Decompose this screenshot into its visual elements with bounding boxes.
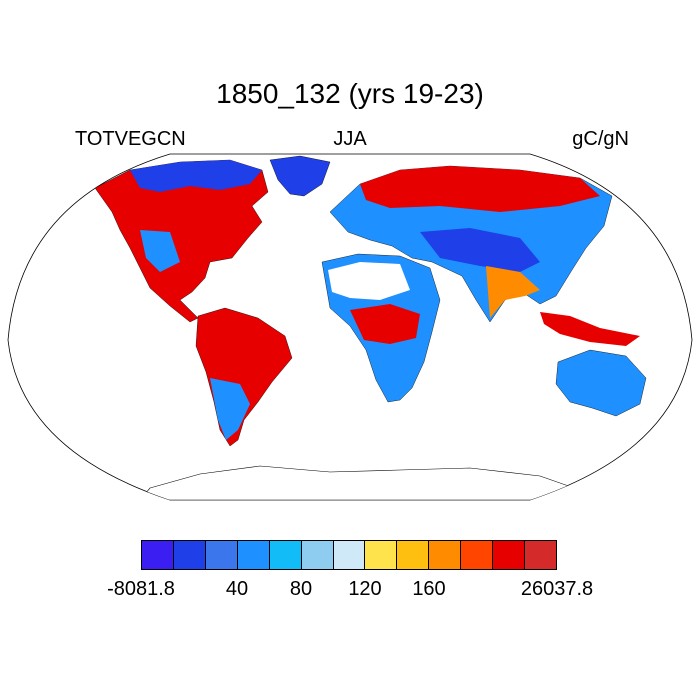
region-siberia (360, 166, 600, 212)
colorbar-swatch (333, 541, 366, 569)
colorbar-tick-label: 26037.8 (520, 578, 594, 600)
colorbar-swatch (429, 541, 462, 569)
colorbar-swatch (493, 541, 526, 569)
colorbar-tick-label: 40 (225, 578, 249, 600)
season-label: JJA (333, 128, 367, 150)
colorbar-tick-label: -8081.8 (107, 578, 175, 600)
chart-title: 1850_132 (yrs 19-23) (216, 78, 484, 109)
colorbar-swatch (397, 541, 430, 569)
region-greenland (269, 155, 331, 197)
colorbar-tick-label: 160 (412, 578, 446, 600)
region-central-africa (350, 304, 420, 344)
colorbar (141, 540, 557, 570)
region-southeast-asia (540, 312, 640, 346)
colorbar-tick-label: 120 (348, 578, 382, 600)
region-south-america-south (210, 378, 250, 440)
colorbar-swatch (365, 541, 398, 569)
colorbar-swatch (301, 541, 334, 569)
region-sahara (328, 262, 410, 300)
region-australia (555, 349, 647, 417)
region-antarctica (139, 465, 581, 500)
colorbar-swatch (461, 541, 494, 569)
variable-label: TOTVEGCN (75, 128, 186, 150)
colorbar-swatch (525, 541, 556, 569)
colorbar-swatch (205, 541, 238, 569)
colorbar-swatch (269, 541, 302, 569)
region-central-asia (420, 228, 540, 272)
region-north-america-north (130, 160, 262, 192)
region-south-asia (486, 266, 540, 318)
units-label: gC/gN (572, 128, 629, 150)
colorbar-swatch (142, 541, 174, 569)
colorbar-swatch (237, 541, 270, 569)
region-north-america-west (140, 230, 180, 272)
colorbar-swatch (173, 541, 206, 569)
colorbar-tick-label: 80 (289, 578, 313, 600)
